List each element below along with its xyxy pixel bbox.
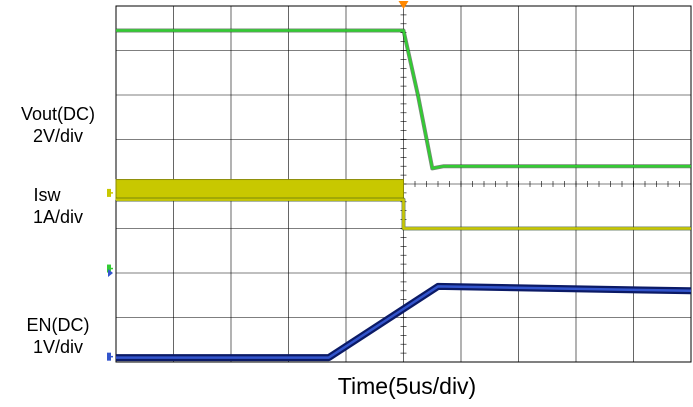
plot-grid xyxy=(115,5,692,363)
isw-trace xyxy=(116,198,691,230)
x-axis-label: Time(5us/div) xyxy=(338,373,476,399)
channel-markers xyxy=(107,1,409,361)
en-level-marker xyxy=(108,269,113,277)
trigger-marker xyxy=(398,1,409,9)
vout-label-line1: Vout(DC) xyxy=(21,104,95,124)
vout-trace xyxy=(116,29,691,170)
isw-ripple-band xyxy=(115,179,404,201)
isw-label-line1: Isw xyxy=(34,185,62,205)
en-trace xyxy=(116,285,692,359)
en-label-line2: 1V/div xyxy=(33,337,83,357)
isw-label-line2: 1A/div xyxy=(33,207,83,227)
vout-label-line2: 2V/div xyxy=(33,126,83,146)
en-label-line1: EN(DC) xyxy=(27,315,90,335)
traces-group xyxy=(115,28,692,362)
